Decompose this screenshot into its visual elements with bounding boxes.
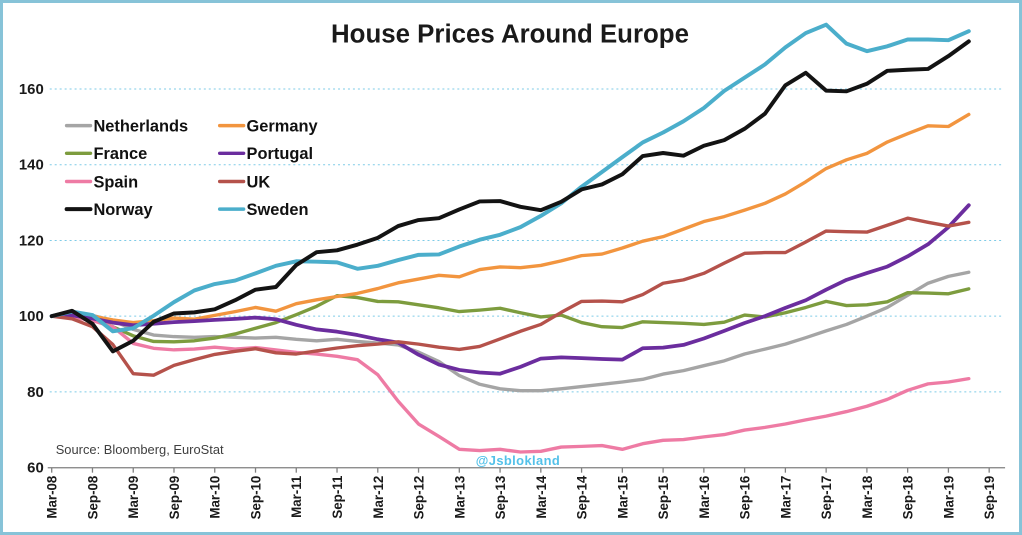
x-tick-label: Sep-08 bbox=[85, 475, 100, 519]
x-tick-label: Sep-12 bbox=[411, 476, 426, 520]
legend-item-norway: Norway bbox=[64, 201, 153, 219]
legend-label: UK bbox=[247, 173, 271, 191]
legend-label: Sweden bbox=[247, 201, 309, 219]
gridlines bbox=[49, 88, 1005, 393]
x-tick-label: Sep-15 bbox=[656, 475, 671, 519]
legend-label: Portugal bbox=[247, 145, 313, 163]
series-line-france bbox=[50, 287, 971, 344]
series-line-uk bbox=[50, 216, 971, 377]
x-tick-label: Sep-11 bbox=[330, 475, 345, 519]
y-tick-label: 60 bbox=[27, 461, 44, 477]
series-line-netherlands bbox=[50, 270, 971, 393]
y-tick-label: 100 bbox=[19, 309, 44, 325]
legend-item-france: France bbox=[64, 145, 147, 163]
y-tick-label: 120 bbox=[19, 233, 44, 249]
x-tick-label: Sep-13 bbox=[493, 476, 508, 520]
x-tick-label: Mar-14 bbox=[534, 475, 549, 519]
x-tick-label: Mar-16 bbox=[697, 476, 712, 519]
legend-item-germany: Germany bbox=[217, 118, 318, 136]
chart-title: House Prices Around Europe bbox=[331, 21, 689, 49]
x-tick-label: Sep-19 bbox=[982, 476, 997, 520]
legend-item-portugal: Portugal bbox=[217, 145, 313, 163]
legend: Netherlands Germany France Portugal Spain UK N… bbox=[64, 118, 318, 219]
legend-label: France bbox=[93, 145, 147, 163]
source-note: Source: Bloomberg, EuroStat bbox=[56, 442, 224, 457]
legend-item-spain: Spain bbox=[64, 173, 138, 191]
series-line-germany bbox=[50, 112, 971, 325]
x-tick-label: Mar-17 bbox=[778, 476, 793, 519]
x-tick-label: Sep-16 bbox=[738, 476, 753, 520]
x-tick-label: Mar-09 bbox=[126, 476, 141, 519]
x-tick-label: Sep-17 bbox=[819, 476, 834, 520]
x-tick-label: Mar-15 bbox=[615, 475, 630, 519]
x-tick-label: Sep-14 bbox=[575, 475, 590, 519]
series-line-sweden bbox=[49, 22, 971, 334]
series-line-spain bbox=[50, 314, 971, 454]
x-tick-label: Mar-10 bbox=[208, 476, 223, 519]
x-tick-label: Sep-09 bbox=[167, 476, 182, 520]
y-tick-label: 140 bbox=[19, 158, 44, 174]
x-tick-label: Mar-11 bbox=[289, 475, 304, 518]
series-line-portugal bbox=[49, 203, 971, 376]
x-tick-label: Mar-13 bbox=[452, 476, 467, 519]
legend-label: Norway bbox=[93, 201, 152, 219]
legend-item-sweden: Sweden bbox=[217, 201, 309, 219]
legend-label: Germany bbox=[247, 118, 318, 136]
x-tick-label: Mar-08 bbox=[45, 475, 60, 519]
house-prices-chart: 60 80 100 120 140 160 Mar-08 Sep-08 Mar-09 Sep-09… bbox=[19, 21, 1006, 520]
x-tick-label: Sep-18 bbox=[901, 475, 916, 519]
y-tick-label: 160 bbox=[19, 82, 44, 98]
x-tick-label: Mar-19 bbox=[941, 476, 956, 519]
watermark: @Jsblokland bbox=[476, 453, 560, 468]
x-tick-label: Sep-10 bbox=[248, 476, 263, 520]
legend-item-netherlands: Netherlands bbox=[64, 118, 188, 136]
legend-label: Spain bbox=[93, 173, 138, 191]
x-tick-label: Mar-18 bbox=[860, 475, 875, 519]
series-line-norway bbox=[49, 39, 971, 354]
y-tick-label: 80 bbox=[27, 385, 44, 401]
series-lines bbox=[49, 22, 971, 454]
legend-label: Netherlands bbox=[93, 118, 188, 136]
axes: 60 80 100 120 140 160 Mar-08 Sep-08 Mar-09 Sep-09… bbox=[19, 82, 1006, 520]
legend-item-uk: UK bbox=[217, 173, 271, 191]
x-tick-label: Mar-12 bbox=[371, 476, 386, 519]
